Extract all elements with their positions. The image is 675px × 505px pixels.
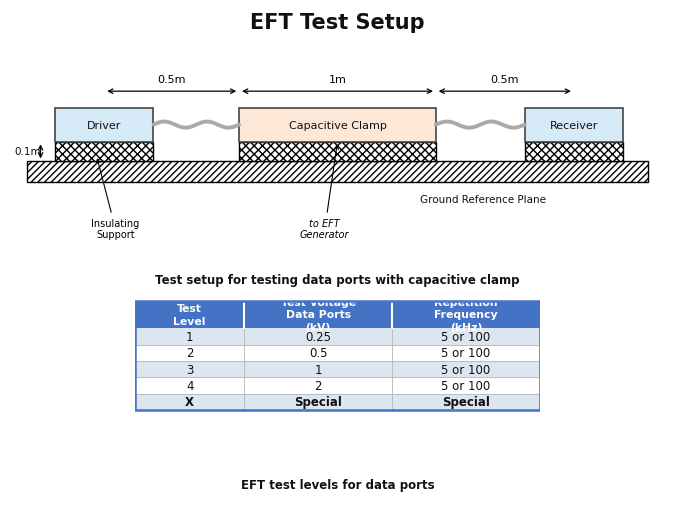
Bar — [392, 361, 540, 378]
Bar — [244, 361, 392, 378]
Bar — [135, 394, 244, 410]
Bar — [244, 394, 392, 410]
Bar — [392, 345, 540, 361]
Bar — [239, 142, 436, 162]
Bar — [392, 329, 540, 345]
Bar — [135, 378, 244, 394]
Bar — [135, 329, 244, 345]
Text: 4: 4 — [186, 379, 194, 392]
Bar — [135, 301, 540, 410]
Bar — [55, 142, 153, 162]
Text: 0.5m: 0.5m — [491, 75, 519, 85]
Text: 3: 3 — [186, 363, 193, 376]
Text: EFT test levels for data ports: EFT test levels for data ports — [241, 478, 434, 491]
Text: Special: Special — [294, 395, 342, 409]
Text: X: X — [185, 395, 194, 409]
Text: Ground Reference Plane: Ground Reference Plane — [421, 194, 547, 205]
Text: 5 or 100: 5 or 100 — [441, 363, 491, 376]
Bar — [244, 301, 392, 329]
Text: 2: 2 — [315, 379, 322, 392]
Text: Test
Level: Test Level — [173, 304, 206, 326]
Bar — [244, 378, 392, 394]
Text: 5 or 100: 5 or 100 — [441, 379, 491, 392]
Text: 0.5m: 0.5m — [157, 75, 186, 85]
Text: 2: 2 — [186, 346, 194, 360]
Text: 0.1m: 0.1m — [15, 147, 41, 157]
Bar — [239, 109, 436, 142]
Text: 1: 1 — [315, 363, 322, 376]
Text: EFT Test Setup: EFT Test Setup — [250, 13, 425, 33]
Text: 1m: 1m — [329, 75, 346, 85]
Bar — [392, 301, 540, 329]
Text: to EFT
Generator: to EFT Generator — [300, 146, 350, 240]
Bar — [244, 345, 392, 361]
Bar — [524, 142, 623, 162]
Text: 1: 1 — [186, 330, 194, 343]
Text: Receiver: Receiver — [549, 120, 598, 130]
Text: Repetition
Frequency
(kHz): Repetition Frequency (kHz) — [434, 297, 498, 332]
Text: 5 or 100: 5 or 100 — [441, 330, 491, 343]
Text: Test setup for testing data ports with capacitive clamp: Test setup for testing data ports with c… — [155, 274, 520, 287]
Bar — [135, 301, 244, 329]
Text: Insulating
Support: Insulating Support — [91, 160, 140, 240]
Text: 0.5: 0.5 — [309, 346, 327, 360]
Text: Test Voltage
Data Ports
(kV): Test Voltage Data Ports (kV) — [281, 297, 356, 332]
Bar — [244, 329, 392, 345]
Bar — [135, 345, 244, 361]
Text: Special: Special — [442, 395, 490, 409]
Bar — [524, 109, 623, 142]
Bar — [135, 361, 244, 378]
Text: 0.25: 0.25 — [305, 330, 331, 343]
Bar — [392, 394, 540, 410]
Bar — [26, 162, 649, 183]
Text: 5 or 100: 5 or 100 — [441, 346, 491, 360]
Text: Capacitive Clamp: Capacitive Clamp — [289, 120, 386, 130]
Bar — [55, 109, 153, 142]
Bar — [392, 378, 540, 394]
Text: Driver: Driver — [87, 120, 122, 130]
